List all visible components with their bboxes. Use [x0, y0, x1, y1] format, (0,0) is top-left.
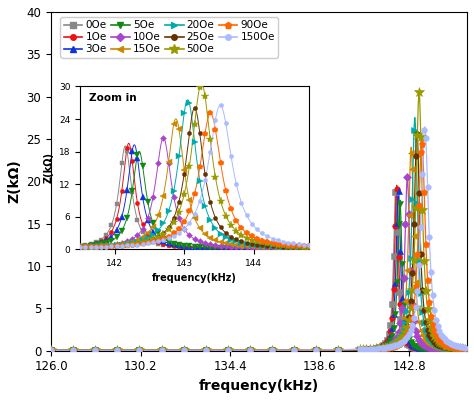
X-axis label: frequency(kHz): frequency(kHz) — [199, 379, 319, 393]
Legend: 0Oe, 1Oe, 3Oe, 5Oe, 10Oe, 15Oe, 20Oe, 25Oe, 50Oe, 90Oe, 150Oe: 0Oe, 1Oe, 3Oe, 5Oe, 10Oe, 15Oe, 20Oe, 25… — [61, 17, 278, 58]
Y-axis label: Z(kΩ): Z(kΩ) — [7, 160, 21, 203]
